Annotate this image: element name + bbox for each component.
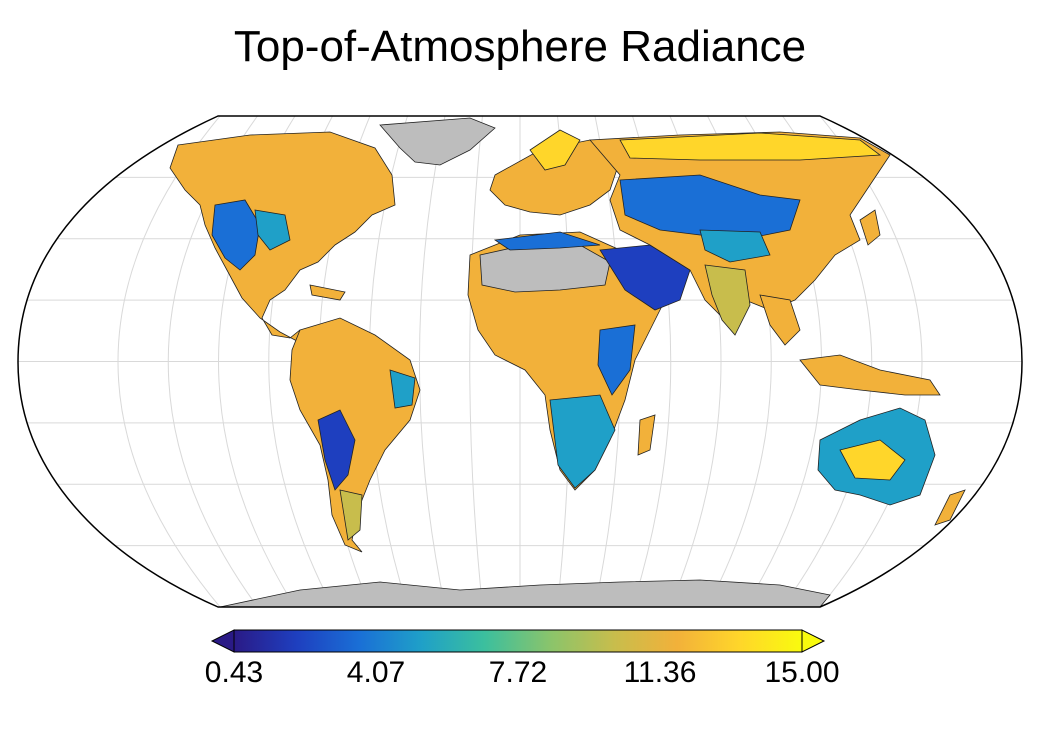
south-america <box>289 317 421 553</box>
tibet <box>699 229 771 263</box>
scandinavia <box>529 129 581 171</box>
colorbar-tick-label: 7.72 <box>488 656 548 689</box>
central-asia <box>619 174 801 241</box>
north-africa-coast <box>493 231 601 251</box>
graticule-meridian <box>117 116 221 607</box>
patagonia <box>339 489 363 541</box>
antarctica <box>219 579 831 607</box>
southern-africa <box>549 394 616 489</box>
colorbar-max-arrow <box>801 629 826 653</box>
colorbar-tick-label: 15.00 <box>764 656 840 689</box>
southeast-asia <box>759 294 801 346</box>
colorbar-tick-labels: 0.43 4.07 7.72 11.36 15.00 <box>0 656 1040 696</box>
colorbar-gradient <box>233 629 803 653</box>
land-masses <box>169 117 966 607</box>
madagascar <box>637 414 656 456</box>
colorbar-tick-label: 0.43 <box>204 656 264 689</box>
new-zealand <box>934 489 966 526</box>
graticule-meridian <box>469 116 483 607</box>
colorbar <box>210 629 826 653</box>
north-america-midwest <box>254 209 291 251</box>
colorbar-tick-label: 11.36 <box>623 656 697 689</box>
colorbar-min-arrow <box>210 629 235 653</box>
north-america-west <box>211 199 261 271</box>
siberia-north <box>619 132 882 161</box>
south-america-west <box>317 409 356 491</box>
australia-interior <box>839 439 906 481</box>
sahara <box>479 244 611 293</box>
greenland <box>379 117 496 166</box>
caribbean <box>309 284 346 301</box>
globe-border <box>17 115 1023 608</box>
japan <box>859 209 881 246</box>
indonesia <box>799 354 941 396</box>
east-africa <box>597 324 636 396</box>
map-title: Top-of-Atmosphere Radiance <box>233 22 807 71</box>
graticule-meridian <box>419 116 446 607</box>
brazil-east <box>389 369 416 409</box>
india <box>704 264 751 336</box>
colorbar-tick-label: 4.07 <box>346 656 406 689</box>
